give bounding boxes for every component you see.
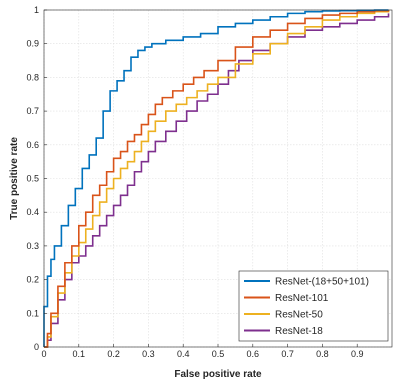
series-line-0 [43,9,389,347]
y-axis-ticks: 0 0.1 0.2 0.3 0.4 0.5 0.6 0.7 0.8 0.9 1 [26,5,47,352]
legend-label-0: ResNet-(18+50+101) [275,277,369,288]
y-tick-label: 0.7 [26,106,39,116]
y-tick-label: 0.2 [26,275,39,285]
legend-label-3: ResNet-18 [275,326,323,337]
x-tick-label: 0.3 [142,349,155,359]
y-tick-label: 0 [34,342,39,352]
y-tick-label: 0.8 [26,72,39,82]
x-tick-label: 0.4 [177,349,190,359]
x-tick-label: 0.2 [107,349,120,359]
y-tick-label: 0.5 [26,174,39,184]
series-lines [43,9,390,348]
y-tick-label: 0.4 [26,207,39,217]
y-tick-label: 0.3 [26,241,39,251]
legend-label-2: ResNet-50 [275,310,323,321]
x-tick-label: 0 [41,349,46,359]
x-tick-label: 0.1 [73,349,86,359]
y-tick-label: 0.6 [26,140,39,150]
x-tick-label: 0.9 [351,349,364,359]
y-tick-label: 0.9 [26,39,39,49]
y-axis-label: True positive rate [9,137,20,220]
x-axis-ticks: 0 0.1 0.2 0.3 0.4 0.5 0.6 0.7 0.8 0.9 [41,344,363,359]
y-tick-label: 1 [34,5,39,15]
legend-box [238,270,389,342]
series-line-2 [44,10,390,348]
legend-label-1: ResNet-101 [275,293,329,304]
x-axis-label: False positive rate [174,369,262,380]
y-tick-label: 0.1 [26,308,39,318]
x-tick-label: 0.8 [316,349,329,359]
x-tick-label: 0.6 [247,349,260,359]
x-tick-label: 0.7 [281,349,294,359]
series-line-3 [44,13,390,348]
legend: ResNet-(18+50+101) ResNet-101 ResNet-50 Res… [238,270,389,342]
x-tick-label: 0.5 [212,349,225,359]
series-line-1 [44,9,390,348]
